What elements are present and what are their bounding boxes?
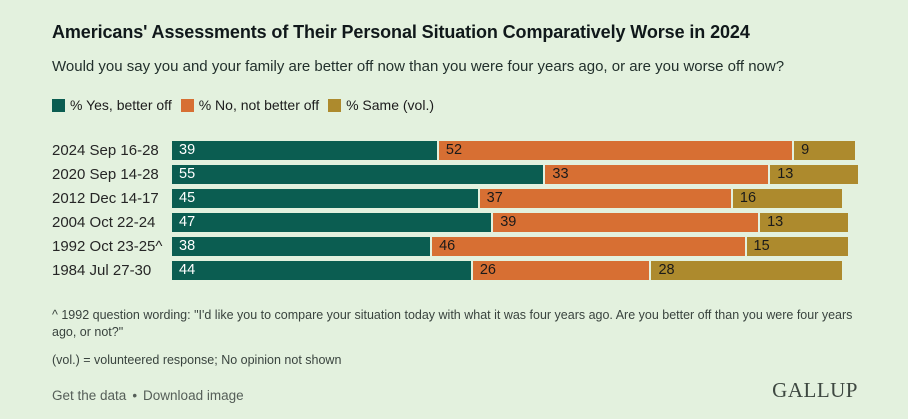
- bar-value-label: 39: [500, 214, 517, 230]
- bar-track: 45 37 16: [172, 189, 858, 208]
- bar-row: 2012 Dec 14-17 45 37 16: [52, 189, 858, 208]
- bar-segment: 9: [794, 141, 856, 160]
- bar-value-label: 44: [179, 262, 196, 278]
- bar-segment: 13: [760, 213, 849, 232]
- bar-value-label: 55: [179, 166, 196, 182]
- bar-segment: 38: [172, 237, 431, 256]
- bar-row: 2020 Sep 14-28 55 33 13: [52, 165, 858, 184]
- bar-value-label: 39: [179, 142, 196, 158]
- bar-segment: 45: [172, 189, 478, 208]
- bar-value-label: 47: [179, 214, 196, 230]
- bar-segment: 33: [545, 165, 769, 184]
- bar-row: 1992 Oct 23-25^ 38 46 15: [52, 237, 858, 256]
- bar-track: 55 33 13: [172, 165, 858, 184]
- legend-label-same: % Same (vol.): [346, 97, 435, 113]
- bar-track: 39 52 9: [172, 141, 858, 160]
- footer: Get the data • Download image GALLUP: [52, 378, 858, 403]
- category-label: 1984 Jul 27-30: [52, 262, 152, 279]
- category-label: 2020 Sep 14-28: [52, 166, 159, 183]
- bar-value-label: 13: [767, 214, 784, 230]
- chart-subtitle: Would you say you and your family are be…: [52, 58, 785, 75]
- legend-item-same: % Same (vol.): [328, 97, 434, 113]
- legend-item-no: % No, not better off: [180, 97, 320, 113]
- bar-chart: 2024 Sep 16-28 39 52 9 2020 Sep 14-28 55 33 13 2…: [52, 141, 858, 280]
- category-label: 2012 Dec 14-17: [52, 190, 159, 207]
- bar-row: 2024 Sep 16-28 39 52 9: [52, 141, 858, 160]
- bar-segment: 44: [172, 261, 471, 280]
- bar-segment: 15: [746, 237, 849, 256]
- bar-segment: 39: [493, 213, 759, 232]
- bar-value-label: 45: [179, 190, 196, 206]
- chart-title: Americans' Assessments of Their Personal…: [52, 22, 750, 42]
- bar-value-label: 33: [552, 166, 569, 182]
- bar-value-label: 52: [445, 142, 463, 158]
- legend: % Yes, better off % No, not better off %…: [52, 97, 858, 113]
- bar-value-label: 13: [777, 166, 794, 182]
- bar-row: 1984 Jul 27-30 44 26 28: [52, 261, 858, 280]
- bar-value-label: 15: [753, 238, 770, 254]
- legend-label-yes: % Yes, better off: [70, 97, 172, 113]
- category-label: 2004 Oct 22-24: [52, 214, 156, 231]
- legend-label-no: % No, not better off: [198, 97, 320, 113]
- bar-value-label: 26: [479, 262, 496, 278]
- bar-segment: 26: [472, 261, 650, 280]
- bar-track: 38 46 15: [172, 237, 858, 256]
- legend-item-yes: % Yes, better off: [52, 97, 172, 113]
- bar-segment: 52: [438, 141, 793, 160]
- bar-track: 47 39 13: [172, 213, 858, 232]
- category-label: 1992 Oct 23-25^: [52, 238, 163, 255]
- bar-segment: 28: [651, 261, 842, 280]
- gallup-logo: GALLUP: [772, 378, 858, 402]
- bar-segment: 13: [770, 165, 858, 184]
- legend-swatch-yes: [52, 98, 65, 112]
- get-the-data-link[interactable]: Get the data: [52, 388, 127, 403]
- footnote-vol: (vol.) = volunteered response; No opinio…: [52, 352, 342, 367]
- bar-value-label: 9: [801, 142, 810, 158]
- bar-segment: 39: [172, 141, 437, 160]
- bar-value-label: 16: [739, 190, 757, 206]
- bar-segment: 37: [479, 189, 731, 208]
- download-image-link[interactable]: Download image: [143, 388, 244, 403]
- bar-value-label: 37: [486, 190, 503, 206]
- bar-track: 44 26 28: [172, 261, 858, 280]
- footnote-1992-wording: ^ 1992 question wording: "I'd like you t…: [52, 308, 853, 340]
- footer-links: Get the data • Download image: [52, 388, 244, 403]
- bar-value-label: 38: [179, 238, 196, 254]
- legend-swatch-no: [180, 98, 194, 112]
- legend-swatch-same: [328, 98, 342, 112]
- bar-segment: 16: [732, 189, 842, 208]
- link-separator: •: [132, 388, 138, 403]
- category-label: 2024 Sep 16-28: [52, 142, 159, 159]
- bar-segment: 46: [432, 237, 745, 256]
- bar-value-label: 28: [658, 262, 675, 278]
- bar-segment: 47: [172, 213, 492, 232]
- bar-segment: 55: [172, 165, 544, 184]
- bar-row: 2004 Oct 22-24 47 39 13: [52, 213, 858, 232]
- bar-value-label: 46: [439, 238, 456, 254]
